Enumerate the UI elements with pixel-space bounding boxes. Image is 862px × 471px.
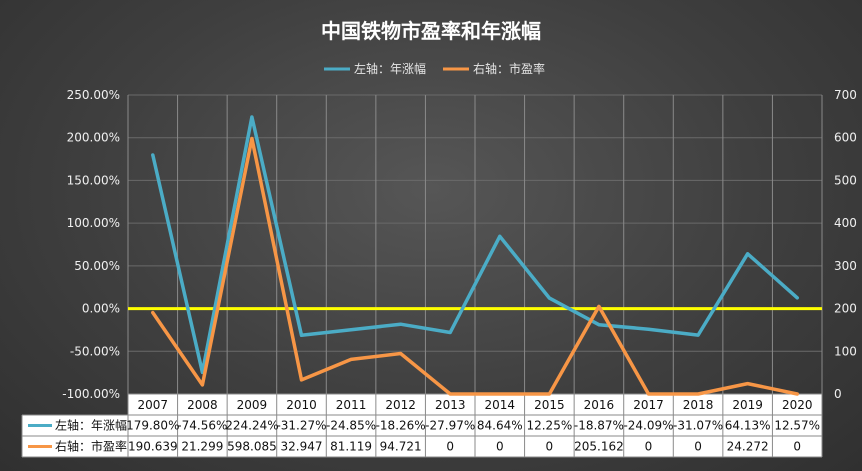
data-label: -31.07%	[673, 419, 723, 433]
data-point	[399, 322, 403, 326]
right-axis-tick-label: 700	[834, 88, 857, 102]
data-point	[300, 378, 303, 382]
data-label: 179.80%	[126, 419, 179, 433]
data-point	[647, 327, 650, 331]
left-axis-tick-label: 250.00%	[67, 88, 120, 102]
data-label: 0	[645, 440, 653, 454]
data-point	[597, 323, 601, 327]
data-label: 84.64%	[477, 419, 523, 433]
data-label: -27.97%	[425, 419, 475, 433]
data-label: 0	[793, 440, 801, 454]
data-point	[448, 392, 452, 396]
category-label: 2019	[732, 398, 763, 412]
data-point	[498, 234, 502, 238]
series-line-pe	[151, 136, 799, 396]
series-line-growth	[151, 115, 799, 375]
right-axis-tick-label: 0	[834, 387, 842, 401]
legend: 左轴：年涨幅 右轴：市盈率	[324, 61, 545, 76]
left-axis-tick-label: 100.00%	[67, 216, 120, 230]
data-point	[200, 383, 204, 387]
data-label: -74.56%	[177, 419, 227, 433]
data-label: 0	[546, 440, 554, 454]
data-point	[547, 392, 551, 396]
data-point	[696, 392, 700, 396]
data-label: -18.87%	[574, 419, 624, 433]
data-point	[448, 330, 452, 334]
category-label: 2017	[633, 398, 664, 412]
category-label: 2009	[237, 398, 268, 412]
data-label: 64.13%	[725, 419, 771, 433]
series-lines	[151, 115, 799, 396]
data-point	[647, 392, 650, 396]
data-point	[746, 252, 750, 256]
data-label: -31.27%	[276, 419, 326, 433]
legend-label-growth: 左轴：年涨幅	[354, 61, 426, 76]
data-table: 2007 2008 2009 2010 2011 2012 2013 2014 2015 2016…	[21, 95, 823, 458]
left-axis-tick-label: 200.00%	[67, 131, 120, 145]
data-label: 0	[446, 440, 454, 454]
left-axis-tick-label: -50.00%	[70, 344, 120, 358]
left-axis-tick-label: 0.00%	[82, 302, 120, 316]
data-point	[250, 115, 254, 119]
data-label: 24.272	[727, 440, 769, 454]
data-point	[498, 392, 502, 396]
data-label: 12.25%	[526, 419, 572, 433]
data-label: 190.639	[128, 440, 178, 454]
data-label: 0	[496, 440, 504, 454]
category-label: 2020	[782, 398, 813, 412]
category-label: 2018	[683, 398, 714, 412]
category-label: 2011	[336, 398, 367, 412]
table-series-name: 左轴：年涨幅	[55, 418, 127, 433]
right-axis-tick-label: 100	[834, 344, 857, 358]
right-axis-ticks: 700 600 500 400 300 200 100 0	[834, 88, 857, 401]
category-label: 2010	[286, 398, 317, 412]
data-point	[795, 392, 799, 396]
legend-label-pe: 右轴：市盈率	[473, 61, 545, 76]
left-axis-tick-label: -100.00%	[62, 387, 120, 401]
data-label: 12.57%	[774, 419, 820, 433]
data-label: 0	[694, 440, 702, 454]
left-axis-tick-label: 150.00%	[67, 173, 120, 187]
data-label: 94.721	[380, 440, 422, 454]
data-point	[547, 296, 551, 300]
data-point	[696, 333, 700, 337]
data-label: 205.162	[574, 440, 624, 454]
left-axis-tick-label: 50.00%	[74, 259, 120, 273]
table-series-name: 右轴：市盈率	[55, 439, 127, 454]
data-point	[349, 328, 353, 332]
data-label: 21.299	[181, 440, 223, 454]
data-point	[746, 382, 750, 386]
data-point	[399, 352, 403, 356]
data-label: -24.09%	[623, 419, 673, 433]
left-axis-ticks: 250.00% 200.00% 150.00% 100.00% 50.00% 0.00% -…	[62, 88, 120, 401]
right-axis-tick-label: 200	[834, 302, 857, 316]
chart-title: 中国铁物市盈率和年涨幅	[321, 19, 541, 43]
data-point	[349, 357, 353, 361]
data-point	[795, 296, 799, 300]
data-label: -24.85%	[326, 419, 376, 433]
category-label: 2016	[584, 398, 615, 412]
data-label: 81.119	[330, 440, 372, 454]
category-label: 2014	[485, 398, 516, 412]
right-axis-tick-label: 400	[834, 216, 857, 230]
data-point	[250, 137, 254, 141]
data-label: 598.085	[227, 440, 277, 454]
category-label: 2012	[385, 398, 416, 412]
right-axis-tick-label: 500	[834, 173, 857, 187]
data-point	[151, 311, 155, 315]
category-label: 2013	[435, 398, 466, 412]
category-label: 2007	[138, 398, 169, 412]
right-axis-tick-label: 600	[834, 131, 857, 145]
data-label: -18.26%	[376, 419, 426, 433]
data-point	[597, 304, 601, 308]
data-point	[300, 333, 303, 337]
category-label: 2015	[534, 398, 565, 412]
data-point	[151, 153, 155, 157]
data-label: 224.24%	[225, 419, 278, 433]
right-axis-tick-label: 300	[834, 259, 857, 273]
category-label: 2008	[187, 398, 218, 412]
data-label: 32.947	[281, 440, 323, 454]
